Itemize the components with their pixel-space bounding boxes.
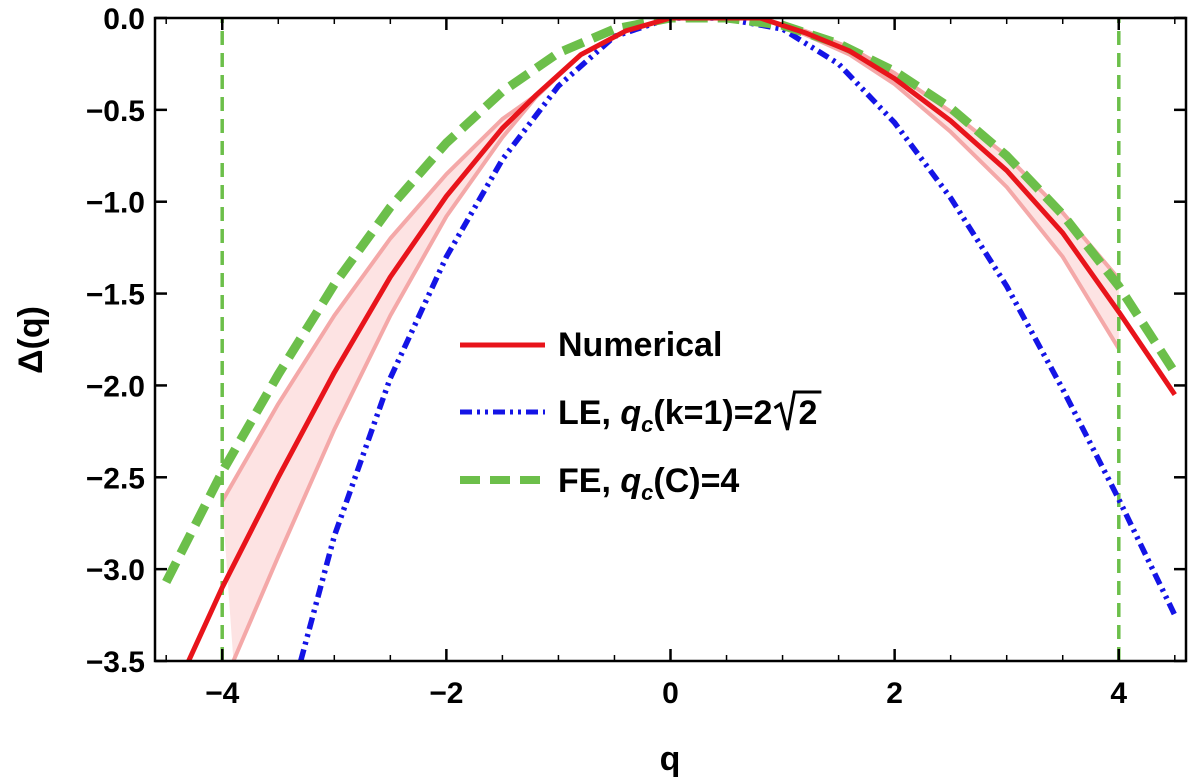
x-tick-label: 2 <box>886 677 903 710</box>
legend-label-numerical: Numerical <box>558 326 722 364</box>
y-tick-label: −1.5 <box>86 279 145 312</box>
y-tick-label: −0.5 <box>86 95 145 128</box>
x-axis-title: q <box>660 740 681 778</box>
series-numerical <box>186 18 1177 661</box>
series-layer <box>162 18 1179 661</box>
y-tick-label: 0.0 <box>103 3 145 36</box>
legend-root-arg: 2 <box>798 394 817 432</box>
sqrt-sign <box>773 390 822 431</box>
y-axis-title: Δ(q) <box>12 306 50 374</box>
y-tick-label: −2.0 <box>86 370 145 403</box>
y-tick-label: −3.0 <box>86 554 145 587</box>
x-tick-label: −2 <box>429 677 463 710</box>
x-tick-label: 4 <box>1110 677 1127 710</box>
x-tick-label: −4 <box>205 677 240 710</box>
series-numerical-band-lower <box>231 18 1121 661</box>
legend-label-le: LE, qc(k=1)=2 <box>558 394 772 437</box>
series-le-q-c-k-1-2-2 <box>298 18 1178 661</box>
x-tick-label: 0 <box>662 677 679 710</box>
numerical-band-fill <box>222 18 1119 661</box>
y-tick-label: −1.0 <box>86 187 145 220</box>
y-tick-label: −3.5 <box>86 646 145 679</box>
tick-layer <box>155 16 1186 663</box>
legend: Numerical LE, qc(k=1)=2 2 FE, qc(C)=4 <box>460 326 822 505</box>
legend-label-fe: FE, qc(C)=4 <box>558 462 739 505</box>
y-tick-label: −2.5 <box>86 462 145 495</box>
label-layer: −4 −2 0 2 4 0.0 −0.5 −1.0 −1.5 −2.0 −2.5 −3.0 −3.5 <box>86 3 1128 710</box>
series-fe-q-c-c-4 <box>162 18 1179 585</box>
